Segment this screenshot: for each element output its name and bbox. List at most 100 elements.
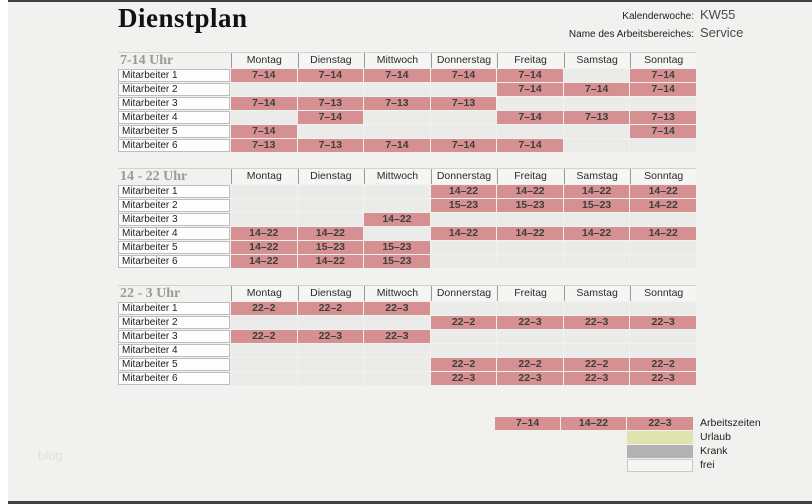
employee-label: Mitarbeiter 1 — [118, 185, 230, 198]
empty-cell — [630, 139, 696, 152]
employee-label: Mitarbeiter 5 — [118, 125, 230, 138]
shift-cell: 7–13 — [630, 111, 696, 124]
shift-cell: 22–2 — [430, 316, 497, 329]
employee-label: Mitarbeiter 4 — [118, 227, 230, 240]
empty-cell — [630, 255, 696, 268]
empty-cell — [430, 111, 497, 124]
shift-cell: 22–3 — [630, 372, 696, 385]
shift-cell: 22–3 — [630, 316, 696, 329]
legend-spacer — [495, 431, 560, 444]
shift-cell: 15–23 — [364, 255, 430, 268]
day-header: Donnerstag — [430, 169, 497, 184]
shift-cell: 7–14 — [430, 139, 497, 152]
section-title: 22 - 3 Uhr — [120, 286, 181, 301]
shift-cell: 22–3 — [497, 316, 563, 329]
empty-cell — [430, 302, 497, 315]
empty-cell — [563, 255, 630, 268]
empty-cell — [630, 302, 696, 315]
shift-cell: 7–14 — [231, 69, 297, 82]
shift-cell: 7–13 — [563, 111, 630, 124]
legend-spacer — [561, 459, 626, 472]
page-title: Dienstplan — [118, 3, 248, 33]
shift-cell: 7–13 — [231, 139, 297, 152]
shift-cell: 14–22 — [497, 227, 563, 240]
employee-label: Mitarbeiter 3 — [118, 213, 230, 226]
work-area-label: Name des Arbeitsbereiches: — [568, 29, 694, 40]
empty-cell — [231, 111, 297, 124]
empty-cell — [497, 344, 563, 357]
empty-cell — [231, 213, 297, 226]
empty-cell — [497, 213, 563, 226]
section-header-row: 7-14 Uhr Montag Dienstag Mittwoch Donnerstag… — [118, 52, 696, 68]
shift-cell: 22–3 — [563, 372, 630, 385]
shift-cell: 22–2 — [630, 358, 696, 371]
employee-label: Mitarbeiter 5 — [118, 358, 230, 371]
empty-cell — [563, 302, 630, 315]
empty-cell — [364, 344, 430, 357]
empty-cell — [364, 83, 430, 96]
section-header-row: 22 - 3 Uhr Montag Dienstag Mittwoch Donnerst… — [118, 285, 696, 301]
empty-cell — [630, 241, 696, 254]
day-header: Freitag — [497, 53, 563, 68]
shift-cell: 14–22 — [497, 185, 563, 198]
employee-label: Mitarbeiter 2 — [118, 316, 230, 329]
employee-label: Mitarbeiter 4 — [118, 111, 230, 124]
empty-cell — [630, 213, 696, 226]
employee-label: Mitarbeiter 1 — [118, 69, 230, 82]
empty-cell — [297, 199, 364, 212]
shift-cell: 15–23 — [563, 199, 630, 212]
shift-cell: 22–3 — [497, 372, 563, 385]
empty-cell — [630, 97, 696, 110]
legend-swatch-shift: 22–3 — [627, 417, 693, 430]
employee-label: Mitarbeiter 2 — [118, 199, 230, 212]
day-header: Montag — [231, 286, 297, 301]
day-header: Mittwoch — [364, 53, 430, 68]
shift-cell: 7–14 — [231, 97, 297, 110]
section-header-row: 14 - 22 Uhr Montag Dienstag Mittwoch Donners… — [118, 168, 696, 184]
legend-label: Arbeitszeiten — [700, 417, 761, 429]
empty-cell — [297, 372, 364, 385]
shift-cell: 22–2 — [297, 302, 364, 315]
day-header: Donnerstag — [430, 286, 497, 301]
day-header: Sonntag — [630, 169, 696, 184]
section-title: 7-14 Uhr — [120, 53, 174, 68]
employee-label: Mitarbeiter 3 — [118, 97, 230, 110]
empty-cell — [430, 344, 497, 357]
day-header: Mittwoch — [364, 286, 430, 301]
empty-cell — [364, 111, 430, 124]
shift-cell: 7–14 — [497, 139, 563, 152]
empty-cell — [364, 316, 430, 329]
employee-label: Mitarbeiter 3 — [118, 330, 230, 343]
empty-cell — [497, 241, 563, 254]
shift-cell: 15–23 — [497, 199, 563, 212]
empty-cell — [297, 358, 364, 371]
shift-section: 14 - 22 Uhr Montag Dienstag Mittwoch Donners… — [118, 168, 696, 268]
empty-cell — [563, 330, 630, 343]
empty-cell — [364, 199, 430, 212]
header-meta: Kalenderwoche: KW55 Name des Arbeitsbere… — [569, 7, 785, 40]
empty-cell — [563, 125, 630, 138]
shift-cell: 14–22 — [231, 241, 297, 254]
employee-label: Mitarbeiter 6 — [118, 372, 230, 385]
day-header: Mittwoch — [364, 169, 430, 184]
employee-label: Mitarbeiter 4 — [118, 344, 230, 357]
shift-cell: 7–13 — [430, 97, 497, 110]
day-header: Samstag — [563, 169, 630, 184]
shift-cell: 14–22 — [563, 227, 630, 240]
empty-cell — [563, 69, 630, 82]
shift-cell: 22–3 — [430, 372, 497, 385]
shift-cell: 22–3 — [297, 330, 364, 343]
shift-cell: 7–14 — [430, 69, 497, 82]
employee-label: Mitarbeiter 6 — [118, 139, 230, 152]
shift-cell: 7–14 — [630, 125, 696, 138]
legend-swatch-shift: 14–22 — [561, 417, 626, 430]
empty-cell — [563, 97, 630, 110]
legend-swatch-urlaub — [627, 431, 693, 444]
empty-cell — [430, 330, 497, 343]
shift-cell: 7–14 — [497, 69, 563, 82]
shift-cell: 22–2 — [497, 358, 563, 371]
legend-swatch-shift: 7–14 — [495, 417, 560, 430]
employee-label: Mitarbeiter 6 — [118, 255, 230, 268]
empty-cell — [231, 316, 297, 329]
empty-cell — [297, 344, 364, 357]
